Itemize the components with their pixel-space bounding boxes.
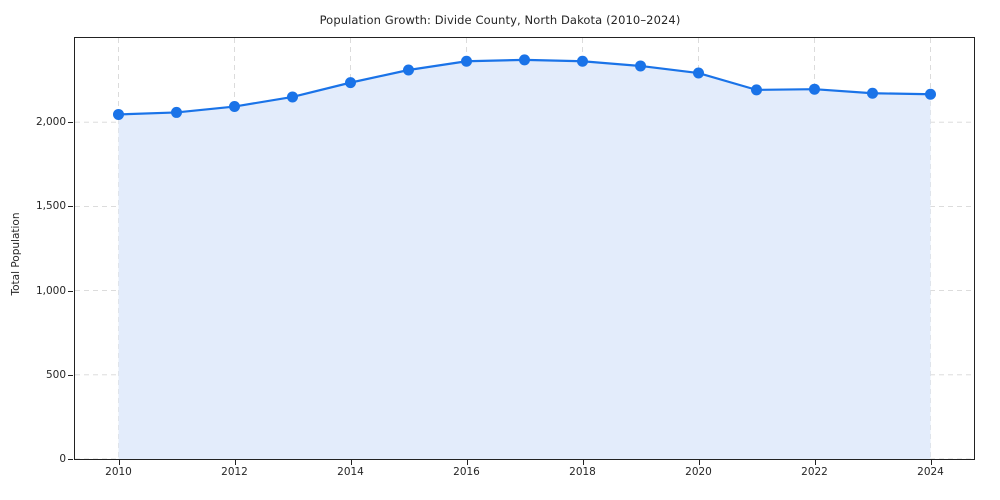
data-point-marker bbox=[113, 108, 124, 120]
area-fill-path bbox=[118, 59, 931, 459]
data-point-marker bbox=[635, 60, 646, 72]
data-point-marker bbox=[229, 101, 240, 113]
y-axis-tick-labels: 0 500 1,000 1,500 2,000 bbox=[0, 0, 66, 500]
x-tick-label: 2010 bbox=[105, 466, 132, 478]
x-tick-mark bbox=[234, 460, 236, 465]
y-tick-label: 500 bbox=[45, 368, 66, 381]
data-point-marker bbox=[867, 87, 878, 99]
x-tick-label: 2018 bbox=[569, 466, 596, 478]
y-tick-mark bbox=[68, 374, 73, 376]
data-point-marker bbox=[461, 55, 472, 67]
x-tick-label: 2012 bbox=[221, 466, 248, 478]
data-point-marker bbox=[693, 67, 704, 79]
x-tick-mark bbox=[466, 460, 468, 465]
plot-area bbox=[74, 37, 975, 460]
data-point-marker bbox=[751, 84, 762, 96]
y-tick-mark bbox=[68, 290, 73, 292]
data-point-marker bbox=[287, 91, 298, 103]
data-point-marker bbox=[809, 83, 820, 95]
x-tick-mark bbox=[350, 460, 352, 465]
y-tick-mark bbox=[68, 206, 73, 208]
x-tick-mark bbox=[118, 460, 120, 465]
series-area-plot bbox=[75, 38, 974, 459]
y-tick-label: 1,500 bbox=[35, 200, 66, 213]
x-tick-mark bbox=[582, 460, 584, 465]
x-tick-label: 2022 bbox=[801, 466, 828, 478]
x-tick-label: 2014 bbox=[337, 466, 364, 478]
y-tick-label: 0 bbox=[59, 453, 66, 465]
x-tick-label: 2020 bbox=[685, 466, 712, 478]
y-tick-mark bbox=[68, 122, 73, 124]
chart-title: Population Growth: Divide County, North … bbox=[319, 13, 681, 27]
y-tick-label: 2,000 bbox=[35, 116, 66, 129]
x-tick-label: 2016 bbox=[453, 466, 480, 478]
x-tick-mark bbox=[698, 460, 700, 465]
y-tick-label: 1,000 bbox=[35, 284, 66, 297]
x-tick-label: 2024 bbox=[917, 466, 944, 478]
y-axis-label: Total Population bbox=[10, 212, 22, 296]
data-point-marker bbox=[519, 54, 530, 66]
data-point-marker bbox=[577, 55, 588, 67]
x-tick-mark bbox=[930, 460, 932, 465]
x-tick-mark bbox=[814, 460, 816, 465]
data-point-marker bbox=[345, 77, 356, 89]
data-point-marker bbox=[171, 106, 182, 118]
y-tick-mark bbox=[68, 459, 73, 460]
data-point-marker bbox=[925, 88, 936, 100]
data-point-markers bbox=[113, 54, 936, 120]
data-point-marker bbox=[403, 64, 414, 76]
